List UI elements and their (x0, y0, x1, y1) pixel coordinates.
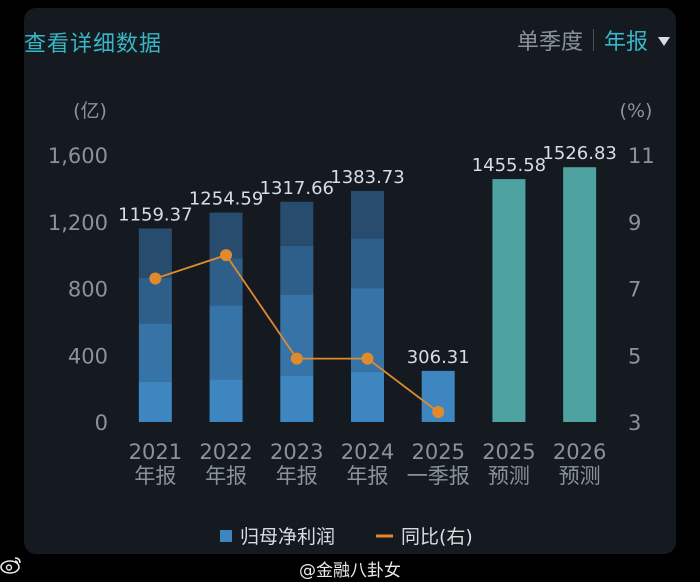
chevron-down-icon[interactable] (658, 36, 670, 46)
yoy-point (432, 405, 445, 418)
y-axis-right-unit: (%) (620, 100, 653, 122)
y-axis-left-unit: (亿) (73, 100, 107, 122)
legend-line-label: 同比(右) (401, 526, 473, 548)
x-tick-type: 年报 (347, 464, 389, 488)
bar-value-label: 1159.37 (118, 205, 192, 226)
bar-forecast (563, 167, 597, 422)
bar-value-label: 1383.73 (330, 167, 404, 188)
legend-bar-swatch (220, 530, 232, 542)
bar-segment (280, 375, 314, 422)
yoy-point (290, 352, 303, 365)
x-tick-year: 2025 (482, 440, 535, 464)
bar-segment (351, 238, 384, 289)
bar-segment (209, 258, 243, 306)
bar-value-label: 1317.66 (260, 178, 334, 199)
x-tick-type: 年报 (276, 464, 318, 488)
y-tick-right: 5 (628, 344, 641, 368)
watermark-text: @金融八卦女 (299, 561, 401, 581)
y-tick-left: 1,600 (48, 144, 108, 168)
x-tick-type: 年报 (134, 464, 176, 488)
y-tick-left: 1,200 (48, 211, 108, 235)
x-tick-year: 2026 (553, 440, 606, 464)
yoy-point (361, 352, 374, 365)
x-tick-type: 预测 (559, 464, 601, 488)
bar-segment (209, 379, 243, 422)
bar-segment (138, 381, 172, 422)
bar-segment (280, 245, 314, 295)
tab-annual[interactable]: 年报 (603, 30, 648, 55)
x-tick-year: 2024 (341, 440, 394, 464)
legend-bar-label: 归母净利润 (240, 526, 335, 548)
x-tick-type: 一季报 (407, 464, 470, 488)
tab-quarterly[interactable]: 单季度 (516, 30, 583, 55)
watermark: @金融八卦女 (0, 556, 700, 582)
tab-divider (592, 29, 594, 51)
y-tick-right: 9 (628, 211, 641, 235)
bar-segment (138, 323, 172, 382)
y-tick-left: 400 (68, 344, 108, 368)
bar-value-label: 1455.58 (472, 155, 546, 176)
y-tick-right: 3 (628, 411, 641, 435)
bar-segment (138, 228, 172, 278)
bar-value-label: 1254.59 (189, 189, 263, 210)
bar-segment (351, 371, 384, 422)
weibo-icon (0, 557, 21, 574)
yoy-point (220, 249, 233, 262)
x-tick-type: 预测 (488, 464, 530, 488)
x-tick-type: 年报 (205, 464, 247, 488)
view-details-link[interactable]: 查看详细数据 (24, 32, 163, 57)
bar-forecast (492, 179, 526, 422)
y-tick-left: 0 (95, 411, 108, 435)
bar-value-label: 306.31 (407, 347, 470, 368)
yoy-point (149, 272, 162, 285)
y-tick-right: 7 (628, 278, 641, 302)
y-tick-right: 11 (628, 144, 655, 168)
y-tick-left: 800 (68, 278, 108, 302)
bar-segment (209, 305, 243, 380)
x-tick-year: 2022 (199, 440, 252, 464)
bar-segment (138, 277, 172, 324)
x-tick-year: 2021 (129, 440, 182, 464)
bar-value-label: 1526.83 (542, 143, 616, 164)
x-tick-year: 2023 (270, 440, 323, 464)
x-tick-year: 2025 (411, 440, 464, 464)
period-toggle: 单季度 年报 (517, 24, 670, 56)
bar-segment (351, 190, 384, 239)
bar-segment (280, 201, 314, 246)
